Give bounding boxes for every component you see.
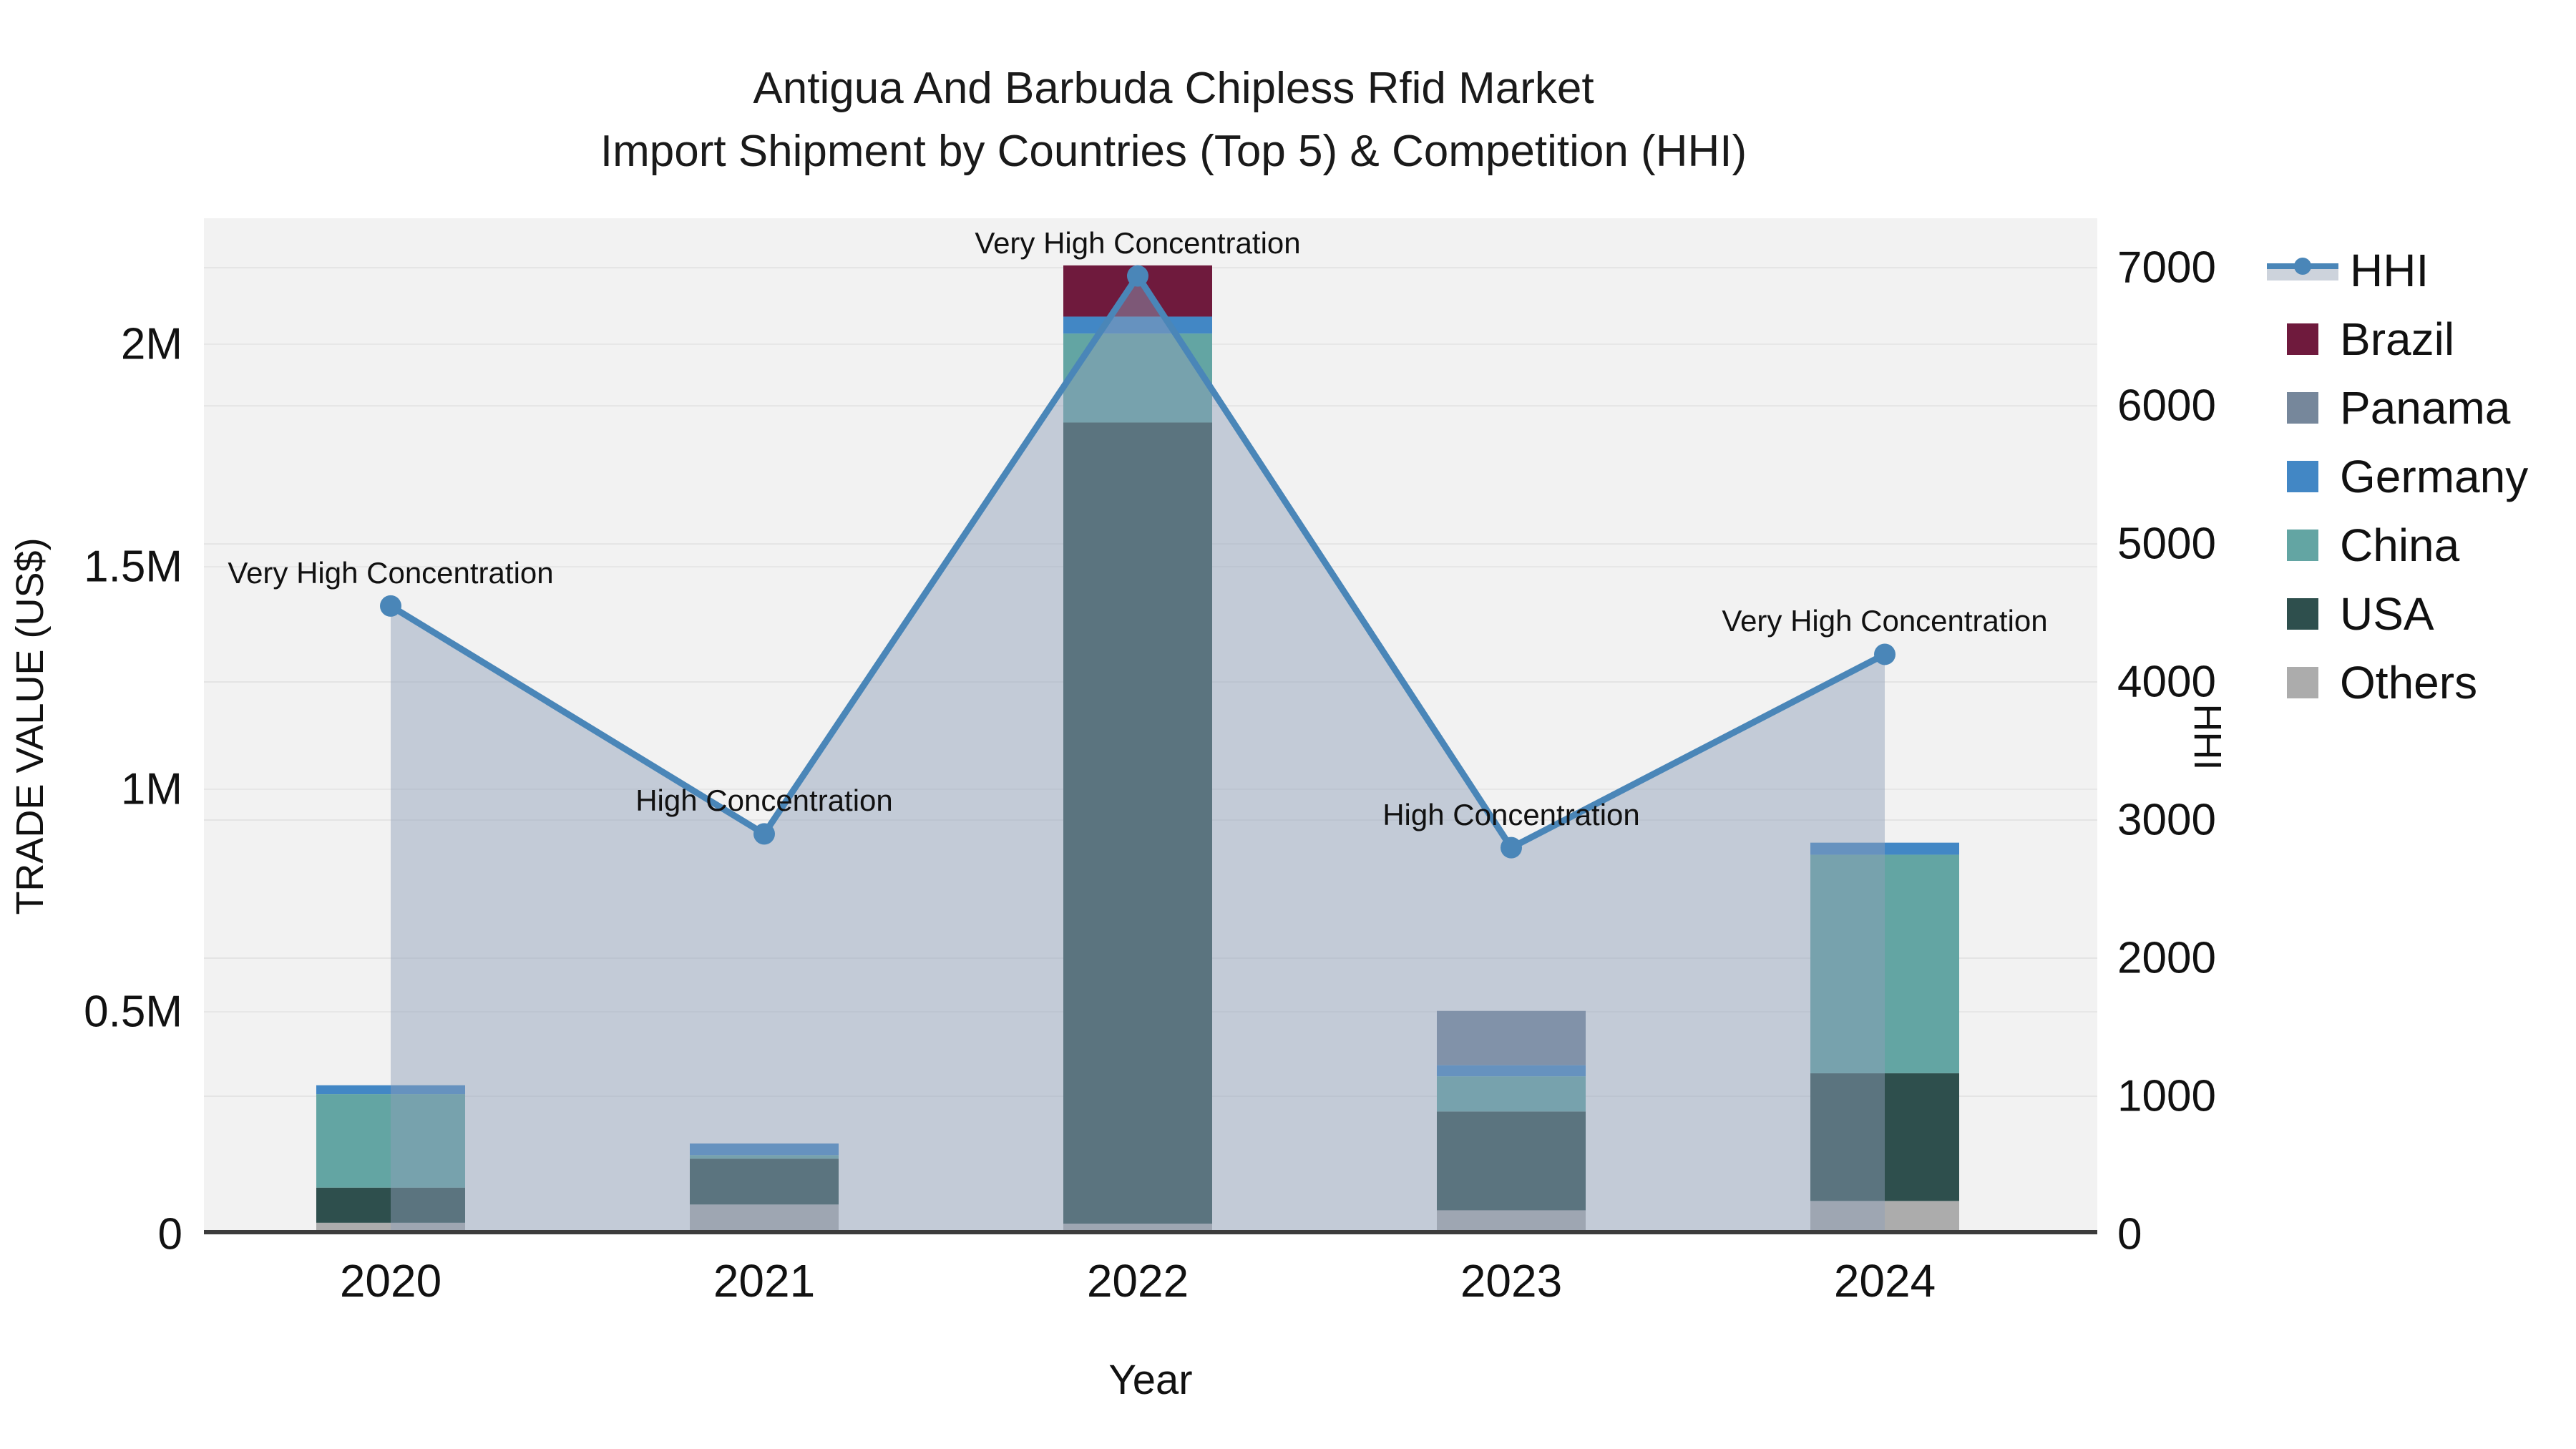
legend: HHI Brazil Panama Germany China USA Others bbox=[2267, 236, 2528, 717]
legend-item-others: Others bbox=[2267, 648, 2528, 717]
legend-swatch-brazil bbox=[2287, 323, 2318, 355]
bar-segment-china-2024 bbox=[1810, 854, 1959, 1073]
legend-label-panama: Panama bbox=[2340, 382, 2511, 434]
annotation-2020: Very High Concentration bbox=[228, 555, 554, 590]
bar-segment-china-2020 bbox=[316, 1094, 465, 1188]
bar-segment-china-2021 bbox=[690, 1155, 839, 1159]
annotation-2023: High Concentration bbox=[1382, 797, 1640, 831]
x-tick-2022: 2022 bbox=[1086, 1255, 1189, 1307]
legend-label-usa: USA bbox=[2340, 588, 2434, 640]
bar-segment-usa-2021 bbox=[690, 1158, 839, 1205]
hhi-marker-2024 bbox=[1874, 643, 1896, 665]
legend-swatch-panama bbox=[2287, 392, 2318, 424]
bar-segment-germany-2023 bbox=[1437, 1065, 1586, 1077]
hhi-marker-2020 bbox=[380, 595, 401, 617]
chart-title-line1: Antigua And Barbuda Chipless Rfid Market bbox=[753, 64, 1594, 113]
legend-swatch-others bbox=[2287, 667, 2318, 698]
legend-label-hhi: HHI bbox=[2350, 245, 2429, 296]
y-axis-right-title: HHI bbox=[2186, 703, 2229, 771]
y-left-tick-1.5M: 1.5M bbox=[84, 542, 182, 592]
legend-label-brazil: Brazil bbox=[2340, 313, 2455, 365]
bar-segment-others-2024 bbox=[1810, 1201, 1959, 1234]
y-left-tick-0.5M: 0.5M bbox=[84, 987, 182, 1037]
annotation-2022: Very High Concentration bbox=[975, 225, 1301, 260]
x-tick-2024: 2024 bbox=[1833, 1255, 1936, 1307]
y-right-tick-7000: 7000 bbox=[2117, 243, 2216, 293]
bar-segment-china-2023 bbox=[1437, 1076, 1586, 1112]
legend-swatch-china bbox=[2287, 530, 2318, 561]
bar-segment-others-2021 bbox=[690, 1204, 839, 1234]
bar-segment-usa-2024 bbox=[1810, 1073, 1959, 1201]
plot-svg bbox=[204, 265, 2097, 1234]
hhi-marker-2023 bbox=[1501, 836, 1522, 859]
legend-swatch-germany bbox=[2287, 461, 2318, 492]
y-right-tick-5000: 5000 bbox=[2117, 519, 2216, 569]
legend-label-others: Others bbox=[2340, 657, 2478, 708]
y-right-tick-6000: 6000 bbox=[2117, 381, 2216, 431]
bar-segment-germany-2024 bbox=[1810, 842, 1959, 855]
bar-segment-usa-2020 bbox=[316, 1187, 465, 1223]
legend-swatch-usa bbox=[2287, 598, 2318, 630]
bar-segment-usa-2023 bbox=[1437, 1111, 1586, 1211]
bar-segment-panama-2023 bbox=[1437, 1010, 1586, 1065]
bar-segment-germany-2021 bbox=[690, 1143, 839, 1156]
hhi-marker-2021 bbox=[753, 823, 775, 845]
legend-item-hhi: HHI bbox=[2267, 236, 2528, 305]
y-left-tick-0: 0 bbox=[157, 1209, 182, 1259]
chart-title: Antigua And Barbuda Chipless Rfid Market… bbox=[0, 57, 2347, 183]
y-right-tick-1000: 1000 bbox=[2117, 1071, 2216, 1121]
y-left-tick-1M: 1M bbox=[120, 764, 182, 814]
annotation-2021: High Concentration bbox=[635, 784, 893, 818]
chart-title-line2: Import Shipment by Countries (Top 5) & C… bbox=[600, 127, 1747, 176]
legend-label-china: China bbox=[2340, 519, 2460, 571]
y-axis-left-title: TRADE VALUE (US$) bbox=[9, 537, 52, 915]
legend-item-usa: USA bbox=[2267, 580, 2528, 648]
x-tick-2021: 2021 bbox=[713, 1255, 816, 1307]
hhi-legend-sample-icon bbox=[2267, 256, 2338, 285]
x-tick-2020: 2020 bbox=[339, 1255, 442, 1307]
annotation-2024: Very High Concentration bbox=[1722, 604, 2048, 638]
bar-segment-germany-2020 bbox=[316, 1085, 465, 1095]
legend-item-panama: Panama bbox=[2267, 374, 2528, 442]
bar-segment-usa-2022 bbox=[1063, 422, 1212, 1224]
hhi-area-fill bbox=[391, 275, 1885, 1234]
legend-item-brazil: Brazil bbox=[2267, 305, 2528, 374]
y-right-tick-4000: 4000 bbox=[2117, 657, 2216, 707]
y-right-tick-3000: 3000 bbox=[2117, 795, 2216, 845]
y-left-tick-2M: 2M bbox=[120, 319, 182, 369]
legend-item-china: China bbox=[2267, 511, 2528, 580]
y-right-tick-2000: 2000 bbox=[2117, 933, 2216, 983]
legend-item-germany: Germany bbox=[2267, 442, 2528, 511]
legend-label-germany: Germany bbox=[2340, 451, 2529, 502]
x-axis-title: Year bbox=[1108, 1357, 1193, 1403]
y-right-tick-0: 0 bbox=[2117, 1209, 2142, 1259]
hhi-marker-2022 bbox=[1127, 265, 1148, 287]
x-tick-2023: 2023 bbox=[1460, 1255, 1563, 1307]
